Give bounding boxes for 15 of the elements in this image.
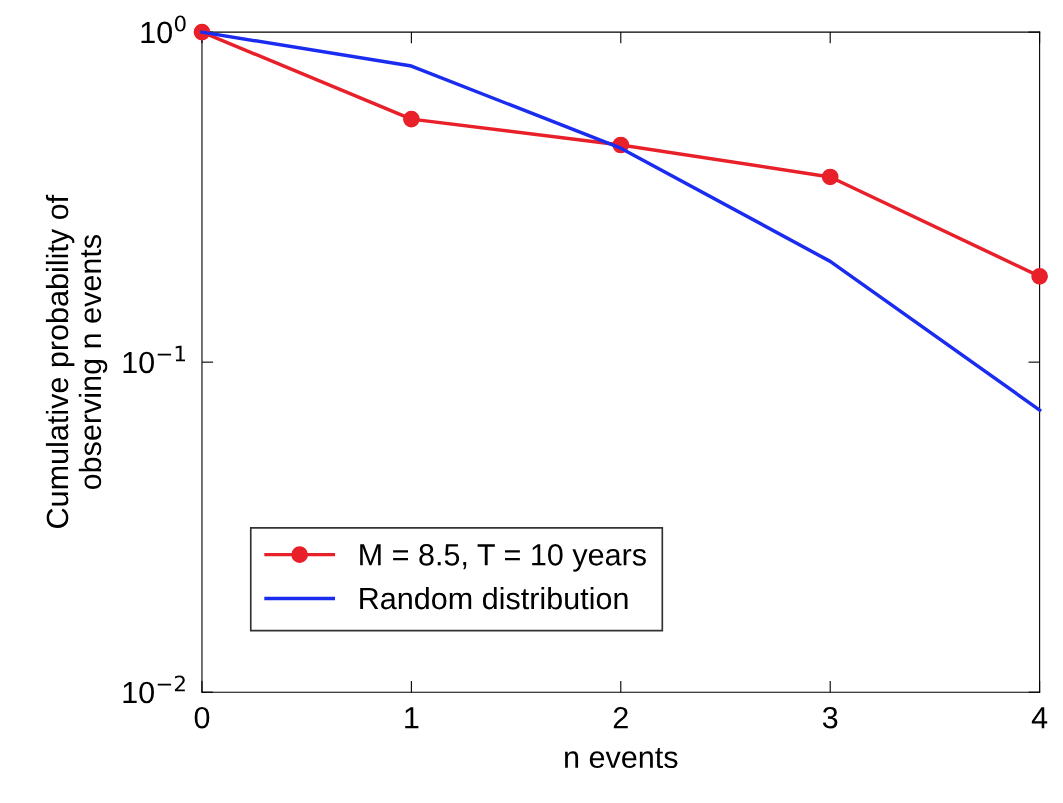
y-axis-title: Cumulative probability of observing n events bbox=[45, 194, 108, 528]
legend-label: M = 8.5, T = 10 years bbox=[360, 543, 646, 572]
y-tick-label: 10$^{−2}$ bbox=[123, 675, 185, 704]
y-tick-label: 10$^{0}$ bbox=[141, 15, 186, 44]
x-tick-label: 4 bbox=[1031, 707, 1048, 729]
x-axis-title: n events bbox=[565, 748, 678, 769]
x-tick-label: 3 bbox=[822, 706, 838, 729]
y-tick-label: 10$^{−1}$ bbox=[123, 345, 185, 374]
point bbox=[821, 168, 839, 186]
x-tick-label: 1 bbox=[405, 707, 419, 729]
point bbox=[403, 110, 420, 128]
legend-label: Random distribution bbox=[360, 586, 628, 610]
point bbox=[1031, 267, 1048, 285]
x-tick-label: 0 bbox=[194, 706, 210, 729]
x-tick-label: 2 bbox=[613, 706, 628, 729]
